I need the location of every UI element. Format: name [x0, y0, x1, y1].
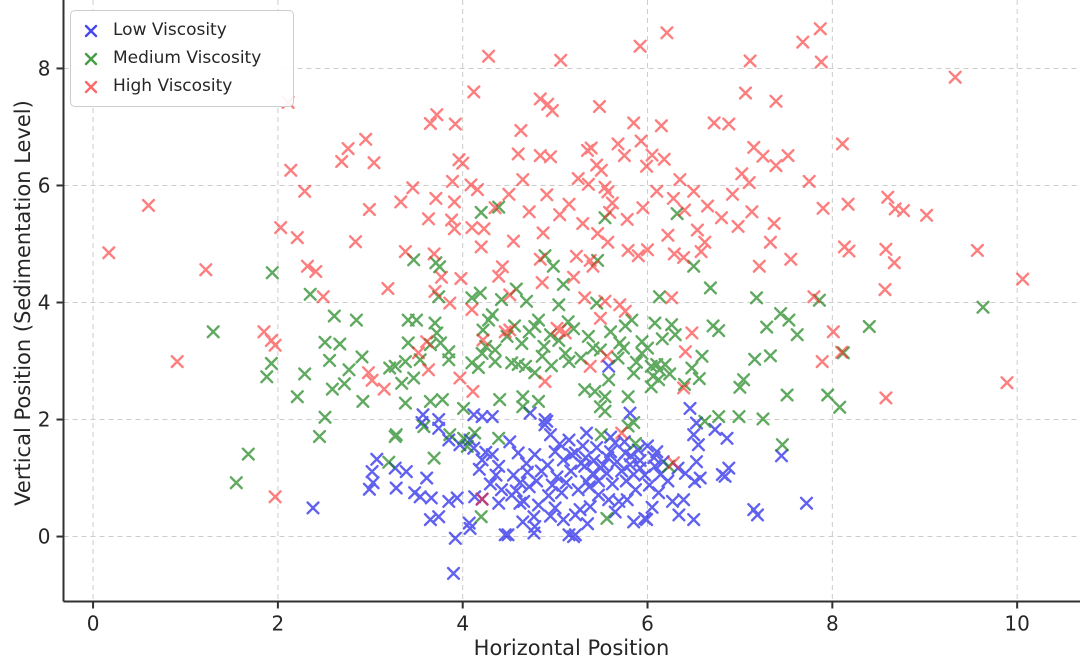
x-tick-label: 10: [1004, 612, 1029, 636]
y-tick-label: 4: [38, 291, 51, 315]
x-tick-label: 2: [272, 612, 285, 636]
scatter-points-medium-viscosity: [206, 200, 990, 525]
x-marker-icon: [84, 80, 98, 93]
y-tick-label: 2: [38, 408, 51, 432]
legend-item-medium-viscosity: Medium Viscosity: [83, 46, 281, 71]
scatter-points-low-viscosity: [306, 359, 814, 580]
legend: Low Viscosity Medium Viscosity High Visc…: [70, 10, 294, 107]
x-tick-label: 0: [87, 612, 100, 636]
legend-label: Medium Viscosity: [113, 48, 262, 68]
y-axis-title: Vertical Position (Sedimentation Level): [11, 100, 35, 506]
legend-label: High Viscosity: [113, 76, 233, 96]
y-tick-label: 6: [38, 173, 51, 197]
x-tick-label: 4: [456, 612, 469, 636]
x-marker-icon: [84, 52, 98, 65]
y-tick-label: 8: [38, 56, 51, 80]
x-tick-label: 6: [641, 612, 654, 636]
legend-label: Low Viscosity: [113, 20, 227, 40]
legend-item-high-viscosity: High Viscosity: [83, 74, 281, 99]
legend-item-low-viscosity: Low Viscosity: [83, 18, 281, 43]
x-axis-title: Horizontal Position: [473, 636, 670, 660]
x-marker-icon: [84, 24, 98, 37]
y-tick-label: 0: [38, 525, 51, 549]
x-tick-label: 8: [826, 612, 839, 636]
